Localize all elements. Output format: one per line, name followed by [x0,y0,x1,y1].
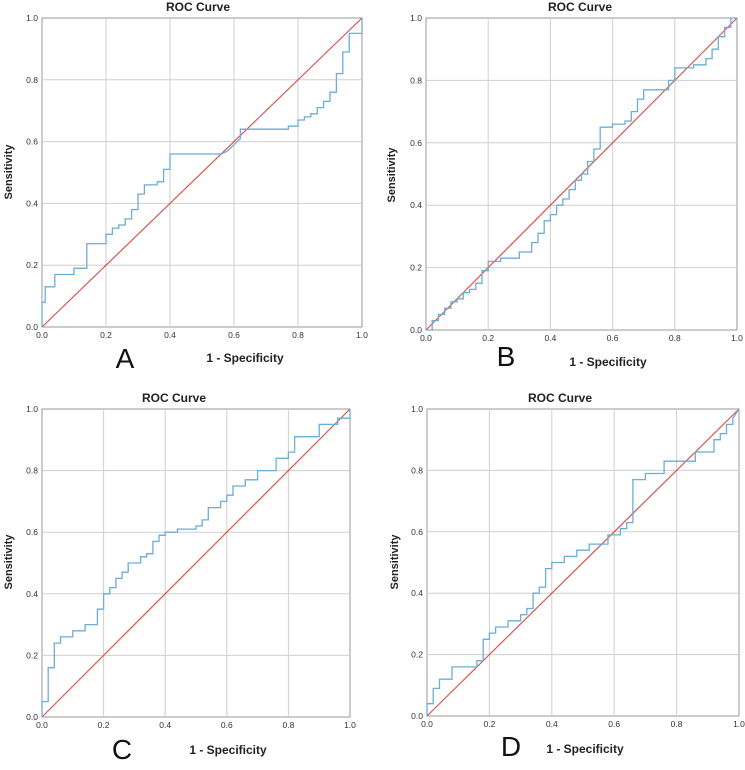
y-tick-label: 0.8 [26,75,38,85]
y-tick-label: 0.2 [26,650,38,660]
y-tick-label: 0.2 [411,650,423,660]
x-tick-label: 0.6 [228,330,240,340]
y-tick-label: 0.4 [26,198,38,208]
y-tick-label: 1.0 [410,13,422,23]
y-tick-label: 0.0 [410,325,422,335]
x-tick-label: 0.8 [292,330,304,340]
y-tick-label: 0.0 [26,712,38,722]
panel-letter: A [116,343,135,374]
y-tick-label: 0.4 [410,200,422,210]
panel-b: 0.0 0.2 0.4 0.6 0.8 1.0 0.0 0.2 0.4 0.6 0.8 1.0 ROC … [386,0,743,372]
x-tick-label: 0.4 [159,720,171,730]
panel-letter: C [112,734,132,765]
y-tick-label: 0.8 [411,465,423,475]
x-tick-label: 1.0 [731,333,743,343]
x-tick-label: 0.4 [544,333,556,343]
y-tick-label: 0.6 [26,137,38,147]
x-tick-label: 0.2 [483,719,495,729]
x-tick-label: 0.6 [608,719,620,729]
y-tick-label: 0.8 [410,75,422,85]
chart-title: ROC Curve [528,391,592,405]
x-tick-label: 0.0 [36,720,48,730]
y-tick-label: 0.6 [26,527,38,537]
y-axis-label: Sensitivity [3,144,15,200]
panel-letter: D [501,731,521,762]
y-tick-label: 1.0 [26,13,38,23]
x-tick-label: 1.0 [344,720,356,730]
panel-d: 0.0 0.2 0.4 0.6 0.8 1.0 0.0 0.2 0.4 0.6 0.8 1.0 ROC … [389,391,745,762]
x-tick-label: 0.0 [36,330,48,340]
x-axis-label: 1 - Specificity [569,355,647,369]
y-tick-label: 0.4 [26,589,38,599]
roc-curve [426,17,737,331]
roc-curve [41,409,351,717]
reference-line [41,408,351,718]
x-tick-label: 0.8 [671,719,683,729]
chart-title: ROC Curve [142,391,206,405]
y-tick-label: 0.4 [411,588,423,598]
y-tick-label: 0.8 [26,466,38,476]
y-tick-label: 0.0 [411,711,423,721]
x-tick-label: 0.2 [100,330,112,340]
x-tick-label: 0.6 [221,720,233,730]
y-tick-label: 0.0 [26,322,38,332]
x-tick-label: 1.0 [733,719,745,729]
x-tick-label: 0.2 [482,333,494,343]
y-tick-label: 0.2 [410,263,422,273]
x-tick-label: 0.6 [607,333,619,343]
y-axis-label: Sensitivity [3,534,15,590]
x-tick-label: 0.4 [164,330,176,340]
x-tick-label: 0.8 [669,333,681,343]
x-tick-label: 0.2 [98,720,110,730]
x-tick-label: 1.0 [356,330,368,340]
x-tick-label: 0.4 [546,719,558,729]
y-tick-label: 0.6 [411,527,423,537]
roc-curve [426,408,740,716]
y-tick-label: 1.0 [26,404,38,414]
x-tick-label: 0.8 [282,720,294,730]
roc-curve [41,18,363,327]
x-tick-label: 0.0 [420,333,432,343]
reference-line [426,408,740,717]
panel-c: 0.0 0.2 0.4 0.6 0.8 1.0 0.0 0.2 0.4 0.6 0.8 1.0 ROC … [3,391,356,765]
x-axis-label: 1 - Specificity [206,351,284,365]
y-tick-label: 1.0 [411,404,423,414]
x-axis-label: 1 - Specificity [546,742,624,756]
y-tick-label: 0.2 [26,260,38,270]
x-axis-label: 1 - Specificity [189,743,267,757]
y-tick-label: 0.6 [410,138,422,148]
y-axis-label: Sensitivity [386,147,398,203]
panel-a: 0.0 0.2 0.4 0.6 0.8 1.0 0.0 0.2 0.4 0.6 0.8 1.0 ROC … [3,0,368,374]
chart-title: ROC Curve [166,0,230,14]
y-axis-label: Sensitivity [389,534,401,590]
reference-line [41,17,363,328]
chart-title: ROC Curve [548,0,612,14]
x-tick-label: 0.0 [421,719,433,729]
panel-letter: B [497,341,516,372]
